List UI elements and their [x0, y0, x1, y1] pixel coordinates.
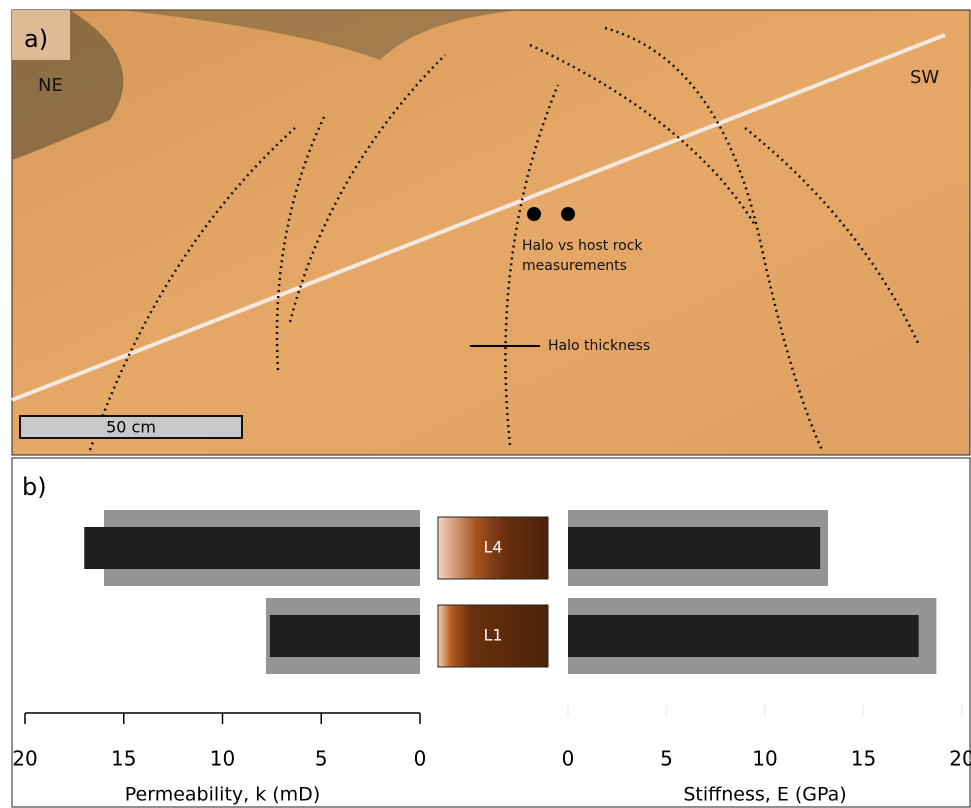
annotation: measurements — [522, 258, 627, 274]
annotation: Halo vs host rock — [522, 238, 643, 254]
direction-label: NE — [38, 75, 63, 96]
panel-label: b) — [22, 473, 47, 501]
x-tick-label: 5 — [315, 747, 328, 771]
measurement-point — [561, 207, 575, 221]
figure: a) NE SW Halo vs host rock measurements … — [0, 0, 971, 808]
photo — [12, 10, 970, 455]
category-label: L1 — [483, 626, 502, 645]
x-tick-label: 5 — [660, 747, 673, 771]
measurement-point — [527, 207, 541, 221]
x-tick-label: 20 — [949, 747, 971, 771]
bar — [84, 527, 420, 569]
scale-label: 50 cm — [106, 418, 156, 437]
x-tick-label: 20 — [12, 747, 37, 771]
x-tick-label: 15 — [851, 747, 876, 771]
bar — [270, 615, 420, 657]
x-tick-label: 0 — [414, 747, 427, 771]
x-axis-label: Permeability, k (mD) — [125, 784, 320, 806]
photo-panel: a) NE SW Halo vs host rock measurements … — [12, 10, 970, 455]
x-tick-label: 10 — [210, 747, 235, 771]
bar — [568, 615, 919, 657]
panel-label: a) — [24, 25, 48, 53]
category-label: L4 — [483, 538, 502, 557]
x-tick-label: 0 — [562, 747, 575, 771]
annotation: Halo thickness — [548, 338, 650, 354]
direction-label: SW — [910, 67, 939, 88]
x-tick-label: 10 — [752, 747, 777, 771]
x-axis-label: Stiffness, E (GPa) — [683, 784, 846, 806]
bar — [568, 527, 820, 569]
x-tick-label: 15 — [111, 747, 136, 771]
